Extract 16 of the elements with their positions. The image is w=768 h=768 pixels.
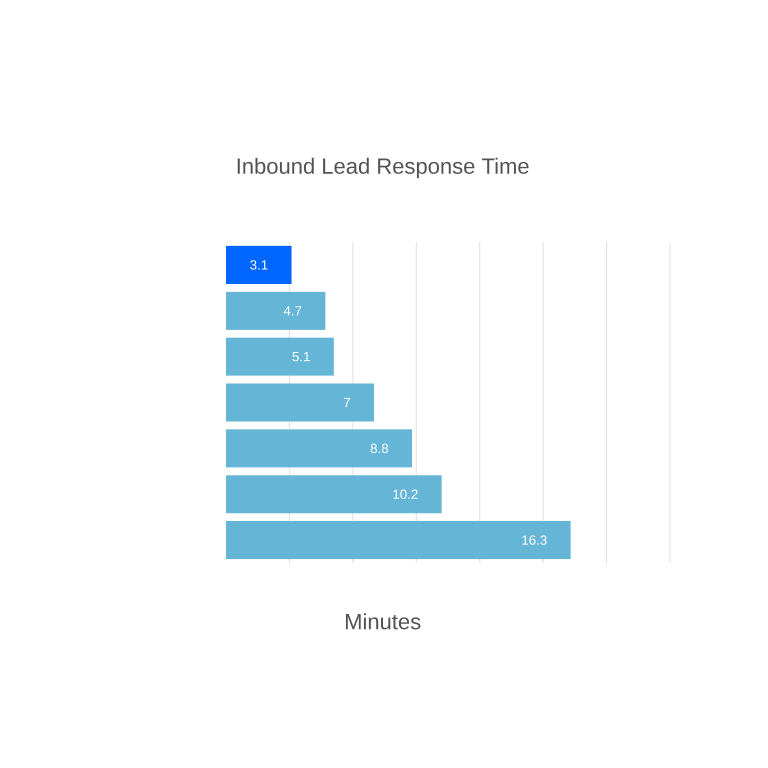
chart-title: Inbound Lead Response Time	[238, 158, 529, 178]
data-label: 10.2	[393, 490, 418, 499]
x-axis-title: Minutes	[346, 613, 420, 630]
bar	[226, 521, 571, 560]
data-label: 16.3	[522, 535, 547, 545]
bar	[226, 475, 442, 514]
bar	[226, 429, 412, 468]
bar	[226, 383, 374, 422]
data-label: 8.8	[370, 444, 388, 454]
data-label: 3.1	[250, 260, 268, 270]
bar	[226, 292, 326, 330]
data-label: 7	[344, 398, 350, 408]
bar	[226, 246, 292, 284]
data-label: 5.1	[292, 352, 310, 362]
bar	[226, 338, 334, 376]
data-label: 4.7	[284, 306, 302, 316]
